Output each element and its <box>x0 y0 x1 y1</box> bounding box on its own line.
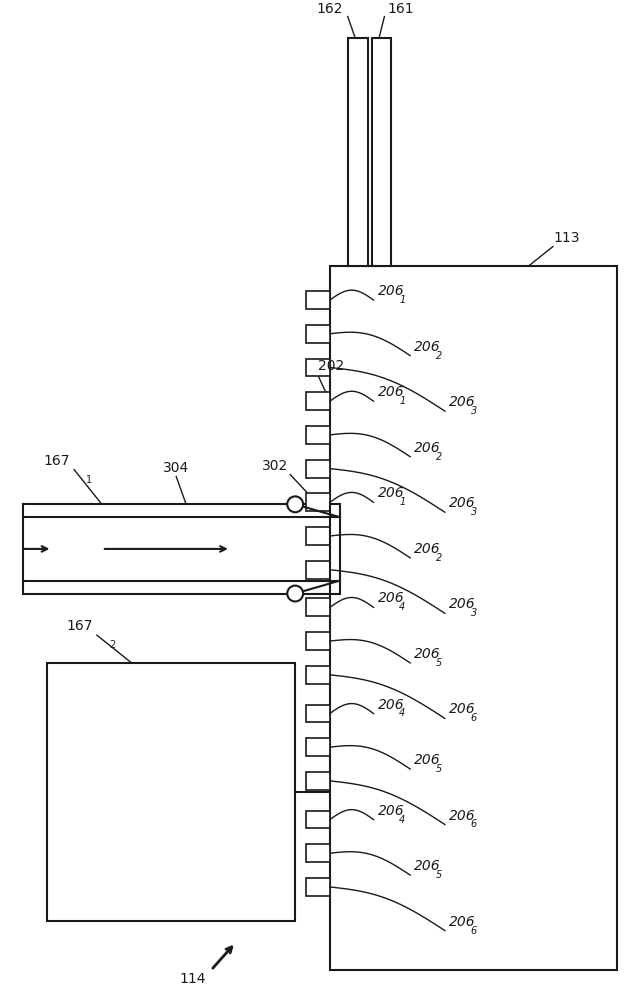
Bar <box>306 598 330 616</box>
Text: 2: 2 <box>436 351 442 361</box>
Text: 206: 206 <box>414 542 441 556</box>
Text: 206: 206 <box>377 385 404 399</box>
Text: 1: 1 <box>86 475 92 485</box>
Text: 2: 2 <box>436 452 442 462</box>
Circle shape <box>288 586 303 601</box>
Text: 162: 162 <box>316 2 343 16</box>
Bar <box>306 738 330 756</box>
Text: 1: 1 <box>399 497 406 507</box>
Text: 206: 206 <box>377 591 404 605</box>
Text: 302: 302 <box>262 459 288 473</box>
Bar <box>23 504 340 594</box>
Bar <box>306 460 330 478</box>
Bar <box>306 325 330 343</box>
Text: 206: 206 <box>377 284 404 298</box>
Text: 206: 206 <box>449 395 475 409</box>
Text: 206: 206 <box>377 698 404 712</box>
Circle shape <box>288 496 303 512</box>
Text: 6: 6 <box>471 819 477 829</box>
Text: 1: 1 <box>399 295 406 305</box>
Text: 206: 206 <box>414 753 441 767</box>
Text: 2: 2 <box>109 640 115 650</box>
Text: 1: 1 <box>399 396 406 406</box>
Text: 206: 206 <box>414 859 441 873</box>
Text: 206: 206 <box>377 804 404 818</box>
Text: 167: 167 <box>44 454 70 468</box>
Bar <box>306 359 330 376</box>
Bar <box>47 663 295 921</box>
Bar <box>306 772 330 790</box>
Text: 206: 206 <box>449 597 475 611</box>
Text: 167: 167 <box>66 619 93 633</box>
Text: 3: 3 <box>471 507 477 517</box>
Text: 5: 5 <box>436 764 442 774</box>
Bar <box>306 878 330 896</box>
Text: 4: 4 <box>399 602 406 612</box>
Bar <box>348 38 368 266</box>
Bar <box>306 666 330 684</box>
Bar <box>306 561 330 579</box>
Text: 114: 114 <box>179 972 206 986</box>
Text: 2: 2 <box>436 553 442 563</box>
Text: 206: 206 <box>449 702 475 716</box>
Text: 206: 206 <box>414 340 441 354</box>
Bar <box>306 632 330 650</box>
Text: 6: 6 <box>471 713 477 723</box>
Text: 206: 206 <box>414 647 441 661</box>
Bar <box>330 266 617 970</box>
Bar <box>306 426 330 444</box>
Text: 3: 3 <box>471 608 477 618</box>
Text: 161: 161 <box>387 2 414 16</box>
Text: 202: 202 <box>318 359 344 373</box>
Bar <box>306 705 330 722</box>
Bar <box>306 811 330 828</box>
Bar <box>306 493 330 511</box>
Text: 5: 5 <box>436 658 442 668</box>
Bar <box>306 527 330 545</box>
Bar <box>372 38 391 266</box>
Text: 3: 3 <box>471 406 477 416</box>
Text: 206: 206 <box>377 486 404 500</box>
Text: 6: 6 <box>471 926 477 936</box>
Text: 113: 113 <box>553 231 580 245</box>
Text: 206: 206 <box>449 809 475 823</box>
Text: 304: 304 <box>163 461 190 475</box>
Bar <box>306 291 330 309</box>
Text: 5: 5 <box>436 870 442 880</box>
Text: 206: 206 <box>449 915 475 929</box>
Text: 206: 206 <box>414 441 441 455</box>
Bar <box>306 844 330 862</box>
Bar <box>306 392 330 410</box>
Text: 4: 4 <box>399 815 406 825</box>
Text: 206: 206 <box>449 496 475 510</box>
Text: 4: 4 <box>399 708 406 718</box>
